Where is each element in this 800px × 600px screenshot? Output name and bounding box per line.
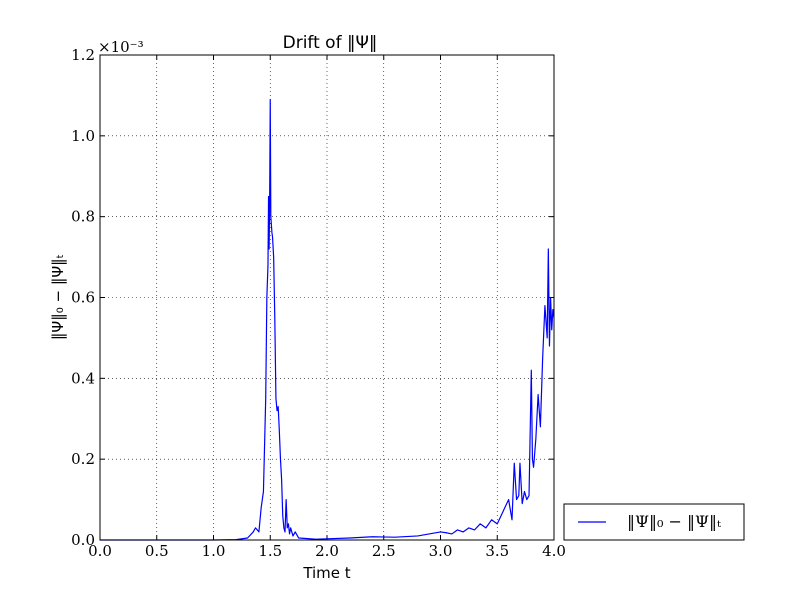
legend: ‖Ψ‖₀ − ‖Ψ‖ₜ bbox=[563, 503, 745, 541]
plot-frame bbox=[99, 54, 555, 541]
series-layer bbox=[100, 98, 555, 541]
x-tick-label: 4.0 bbox=[542, 542, 566, 560]
x-tick-label: 3.0 bbox=[429, 542, 453, 560]
series-line-0 bbox=[100, 98, 555, 541]
y-tick-label: 0.4 bbox=[71, 369, 95, 387]
y-tick-label: 0.6 bbox=[71, 289, 95, 307]
y-axis-label: ‖Ψ‖₀ − ‖Ψ‖ₜ bbox=[49, 254, 67, 340]
x-tick-label: 2.0 bbox=[315, 542, 339, 560]
x-tick-label: 3.5 bbox=[485, 542, 509, 560]
y-tick-label: 0.2 bbox=[71, 450, 95, 468]
y-multiplier-label: ×10⁻³ bbox=[98, 38, 144, 56]
x-axis-label: Time t bbox=[302, 564, 350, 582]
x-tick-label: 0.0 bbox=[88, 542, 112, 560]
y-axis-ticks: 0.0 0.2 0.4 0.6 0.8 1.0 1.2 bbox=[71, 46, 554, 549]
y-tick-label: 1.0 bbox=[71, 127, 95, 145]
x-axis-ticks: 0.0 0.5 1.0 1.5 2.0 2.5 3.0 3.5 4.0 bbox=[88, 55, 566, 560]
y-tick-label: 0.8 bbox=[71, 208, 95, 226]
x-tick-label: 1.5 bbox=[258, 542, 282, 560]
y-tick-label: 1.2 bbox=[71, 46, 95, 64]
x-tick-label: 0.5 bbox=[145, 542, 169, 560]
x-tick-label: 1.0 bbox=[202, 542, 226, 560]
legend-series-label: ‖Ψ‖₀ − ‖Ψ‖ₜ bbox=[627, 512, 721, 531]
x-tick-label: 2.5 bbox=[372, 542, 396, 560]
chart-title: Drift of ‖Ψ‖ bbox=[283, 33, 378, 53]
y-tick-label: 0.0 bbox=[71, 531, 95, 549]
grid bbox=[100, 55, 554, 540]
